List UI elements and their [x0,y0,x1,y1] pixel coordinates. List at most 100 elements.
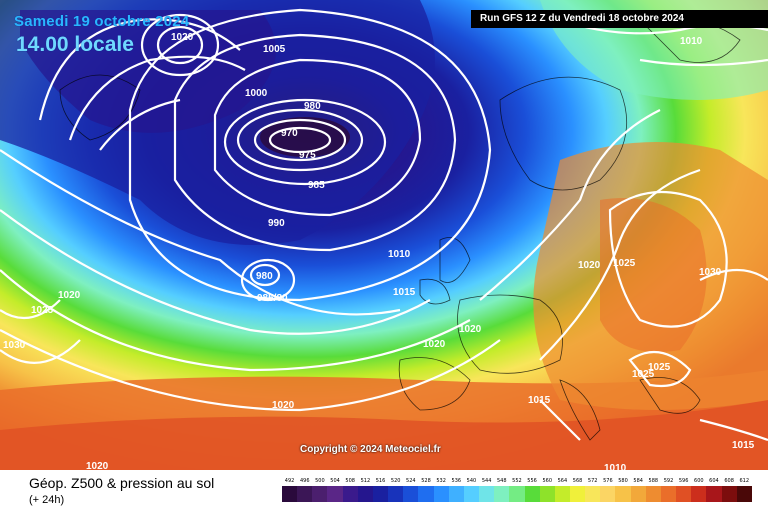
legend-swatch [433,486,449,502]
pressure-label: 1020 [58,290,81,301]
pressure-label: 975 [299,150,316,161]
weather-map: 1020 1005 1000 980 970 975 985 990 980 9… [0,0,768,470]
legend-value: 608 [724,478,734,484]
legend-value: 576 [603,478,613,484]
legend-swatch [494,486,510,502]
legend-swatch [691,486,707,502]
legend-value: 556 [527,478,537,484]
pressure-label: 1025 [632,369,655,380]
legend-value: 552 [512,478,522,484]
legend-swatch [297,486,313,502]
pressure-label: 1015 [528,395,551,406]
legend-value: 604 [709,478,719,484]
pressure-label: 1020 [423,339,446,350]
legend-value: 516 [375,478,386,484]
legend-swatch [615,486,631,502]
copyright: Copyright © 2024 Meteociel.fr [300,444,441,455]
legend-value: 588 [648,478,659,484]
pressure-label: 1025 [648,362,671,373]
legend-value: 532 [436,478,446,484]
isobars [0,8,768,442]
legend-value: 568 [572,478,583,484]
legend-value: 596 [678,478,689,484]
legend-value: 612 [739,478,750,484]
pressure-label: 1000 [245,88,268,99]
pressure-label: 1015 [732,440,755,451]
legend-value: 540 [466,478,477,484]
pressure-label: 1030 [3,340,26,351]
legend-value: 584 [633,478,643,484]
legend-swatch [312,486,328,502]
chart-title: Géop. Z500 & pression au sol [29,475,215,491]
legend-swatches [282,486,752,502]
legend-swatch [418,486,434,502]
legend-value: 524 [406,478,416,484]
legend-swatch [600,486,616,502]
legend-swatch [403,486,419,502]
model-run-info: Run GFS 12 Z du Vendredi 18 octobre 2024 [471,10,768,28]
pressure-label: 1020 [86,461,109,470]
legend-swatch [569,486,586,502]
legend-value: 580 [618,478,628,484]
pressure-label: 1020 [459,324,482,335]
legend-swatch [660,486,677,502]
pressure-label: 1010 [680,36,703,47]
legend-swatch [448,486,464,502]
legend-value: 500 [315,478,325,484]
forecast-time: 14.00 locale [16,33,134,56]
legend-swatch [372,486,389,502]
legend-value: 560 [542,478,552,484]
pressure-label: 990 [268,218,285,229]
footer-bar: Géop. Z500 & pression au sol (+ 24h) 492… [0,470,768,512]
pressure-label: 980 [304,101,321,112]
pressure-label: 1015 [393,287,416,298]
pressure-label: 985/80 [257,293,288,304]
legend-swatch [736,486,752,502]
legend-swatch [524,486,540,502]
legend-swatch [645,486,661,502]
legend-swatch [463,486,480,502]
legend-value: 600 [694,478,704,484]
pressure-label: 1010 [604,463,627,470]
pressure-label-group: 1020 1005 1000 980 970 975 985 990 980 9… [3,32,755,470]
legend-swatch [342,486,358,502]
pressure-label: 985 [308,180,325,191]
legend-swatch [630,486,646,502]
coastlines [59,17,741,441]
pressure-label: 1025 [31,305,54,316]
legend-swatch [327,486,343,502]
pressure-label: 1020 [272,400,295,411]
legend-value: 504 [330,478,340,484]
legend-value: 592 [663,478,674,484]
pressure-label: 970 [281,128,298,139]
legend-swatch [282,486,298,502]
pressure-label: 1020 [578,260,601,271]
legend-swatch [388,486,404,502]
legend-swatch [676,486,692,502]
legend-labels: 492 496 500 504 508 512 516 520 524 528 532 536 540 5… [282,478,752,484]
legend-value: 544 [481,478,492,484]
forecast-date: Samedi 19 octobre 2024 [14,13,190,30]
legend-value: 528 [421,478,431,484]
legend-value: 520 [390,478,401,484]
legend-value: 496 [299,478,310,484]
legend-swatch [539,486,555,502]
legend-swatch [554,486,570,502]
chart-subtitle: (+ 24h) [29,494,65,506]
pressure-label: 1010 [388,249,411,260]
pressure-label: 1020 [171,32,194,43]
ridge-core [600,198,707,352]
legend-value: 508 [345,478,355,484]
legend-value: 492 [284,478,295,484]
legend-swatch [721,486,737,502]
pressure-label: 1005 [263,44,286,55]
pressure-label: 980 [256,271,273,282]
legend-swatch [357,486,373,502]
legend-swatch [509,486,525,502]
legend-value: 536 [451,478,462,484]
pressure-label: 1030 [699,267,722,278]
legend-swatch [706,486,722,502]
legend-swatch [585,486,601,502]
legend-value: 548 [496,478,507,484]
